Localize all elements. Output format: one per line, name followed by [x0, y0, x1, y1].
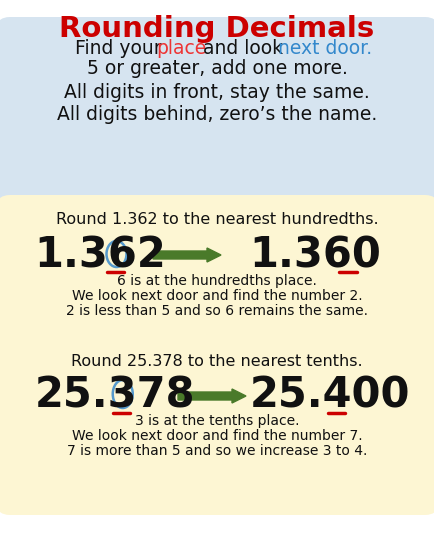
- Text: place: place: [156, 39, 206, 57]
- Text: 1.360: 1.360: [249, 234, 380, 276]
- Text: Round 1.362 to the nearest hundredths.: Round 1.362 to the nearest hundredths.: [56, 212, 378, 226]
- Text: We look next door and find the number 2.: We look next door and find the number 2.: [72, 289, 362, 303]
- Text: 5 or greater, add one more.: 5 or greater, add one more.: [86, 58, 347, 78]
- FancyBboxPatch shape: [0, 17, 434, 210]
- FancyBboxPatch shape: [0, 195, 434, 355]
- Text: 3 is at the tenths place.: 3 is at the tenths place.: [135, 414, 299, 428]
- Text: and look: and look: [196, 39, 288, 57]
- FancyArrow shape: [153, 248, 220, 262]
- Text: 1.362: 1.362: [34, 234, 165, 276]
- Text: 2 is less than 5 and so 6 remains the same.: 2 is less than 5 and so 6 remains the sa…: [66, 304, 367, 318]
- Text: 25.400: 25.400: [249, 375, 409, 417]
- Text: Rounding Decimals: Rounding Decimals: [59, 15, 374, 43]
- Text: 25.378: 25.378: [35, 375, 195, 417]
- Text: Find your: Find your: [75, 39, 168, 57]
- FancyArrow shape: [178, 389, 246, 403]
- Text: next door.: next door.: [277, 39, 371, 57]
- Text: Round 25.378 to the nearest tenths.: Round 25.378 to the nearest tenths.: [71, 354, 362, 369]
- Text: All digits behind, zero’s the name.: All digits behind, zero’s the name.: [57, 105, 376, 125]
- Text: 7 is more than 5 and so we increase 3 to 4.: 7 is more than 5 and so we increase 3 to…: [67, 444, 366, 458]
- Text: All digits in front, stay the same.: All digits in front, stay the same.: [64, 84, 369, 102]
- FancyBboxPatch shape: [0, 339, 434, 515]
- Text: We look next door and find the number 7.: We look next door and find the number 7.: [72, 429, 362, 443]
- Text: 6 is at the hundredths place.: 6 is at the hundredths place.: [117, 274, 316, 288]
